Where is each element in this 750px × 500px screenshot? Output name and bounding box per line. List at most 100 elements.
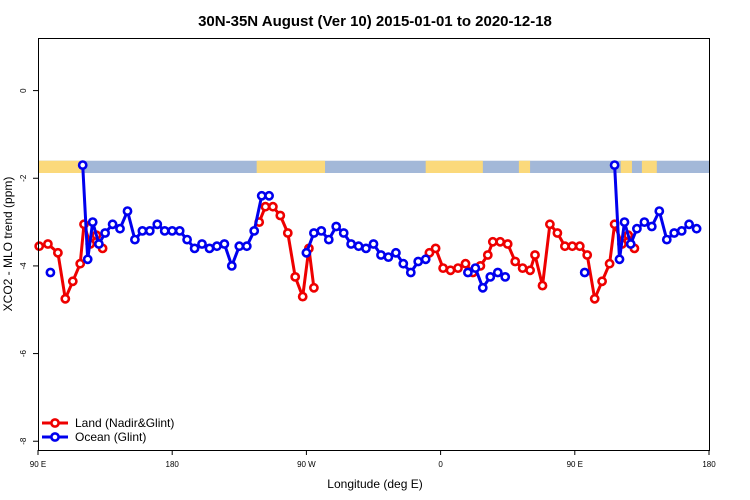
data-point [275,210,286,221]
y-tick-label: -2 [19,174,28,182]
y-tick-label: -8 [19,437,28,445]
data-point [152,219,163,230]
legend-label: Land (Nadir&Glint) [75,416,174,430]
x-axis-label: Longitude (deg E) [327,477,422,491]
data-point [34,241,45,252]
data-point [669,228,680,238]
strip-land-segment [620,160,632,173]
data-point [241,241,252,252]
data-point [661,234,672,245]
y-tick-label: 0 [19,88,28,93]
data-point [301,247,312,258]
data-point [495,236,506,247]
series-ocean [45,160,702,293]
data-point [625,239,636,249]
legend-marker [50,418,60,428]
data-point [43,239,53,249]
data-point [211,241,222,252]
x-tick-label: 90 E [567,460,583,469]
data-point [654,206,665,216]
plot-series [34,160,702,304]
data-point [537,280,548,291]
data-point [82,254,93,265]
data-point [167,225,178,236]
data-point [267,201,278,212]
plot-frame [38,38,710,451]
data-point [331,221,342,232]
series-line [81,165,270,268]
data-point [159,225,170,236]
legend-marker [50,432,60,442]
x-axis: 90 E 180 90 W 0 90 E 180 [30,450,716,469]
data-point [632,223,642,234]
data-point [182,234,192,245]
strip-land-segment [256,160,326,173]
data-point [510,256,521,267]
data-point [297,291,308,302]
data-point [290,271,301,282]
data-point [249,225,260,236]
strip-land-segment [425,160,483,173]
data-point [420,254,431,265]
data-point [470,263,481,273]
y-axis: 0 -2 -4 -6 -8 [19,88,38,445]
data-point [115,223,125,234]
data-point [346,239,356,249]
data-point [87,217,98,227]
data-point [609,160,620,170]
data-point [308,282,319,293]
data-point [604,258,615,269]
data-point [492,267,503,278]
data-point [129,234,140,245]
data-point [383,252,394,262]
data-point [219,239,230,249]
legend-label: Ocean (Glint) [75,430,146,444]
y-tick-label: -6 [19,349,28,357]
data-point [460,258,471,269]
data-point [502,239,513,249]
data-point [144,225,155,236]
data-point [485,271,496,282]
data-point [75,258,86,269]
data-point [430,243,441,254]
series-line [428,222,636,301]
data-point [684,219,694,230]
data-point [405,267,416,278]
data-point [264,190,274,201]
data-point [67,276,78,287]
x-tick-label: 90 E [30,460,46,469]
series-line [38,222,104,301]
series-land [34,201,640,304]
data-point [691,223,702,234]
x-tick-label: 180 [702,460,716,469]
data-point [174,225,185,236]
y-tick-label: -4 [19,262,28,270]
data-point [482,250,493,260]
x-tick-label: 90 W [297,460,316,469]
data-point [390,247,401,258]
data-point [579,267,590,278]
data-point [619,217,630,227]
data-point [189,243,200,254]
data-point [226,260,237,271]
data-point [676,225,687,236]
strip-land-segment [641,160,657,173]
x-tick-label: 180 [166,460,180,469]
data-point [77,160,88,170]
strip-ocean-band [38,160,709,173]
data-point [545,219,555,230]
data-point [589,293,600,304]
data-point [567,241,578,252]
legend: Land (Nadir&Glint)Ocean (Glint) [42,416,174,444]
data-point [597,276,607,287]
data-point [574,241,585,252]
data-point [323,234,334,245]
data-point [361,243,371,254]
data-point [614,254,625,265]
data-point [122,206,133,216]
data-point [530,250,540,260]
data-point [234,241,245,252]
y-axis-label: XCO2 - MLO trend (ppm) [1,177,15,312]
data-point [368,239,379,249]
